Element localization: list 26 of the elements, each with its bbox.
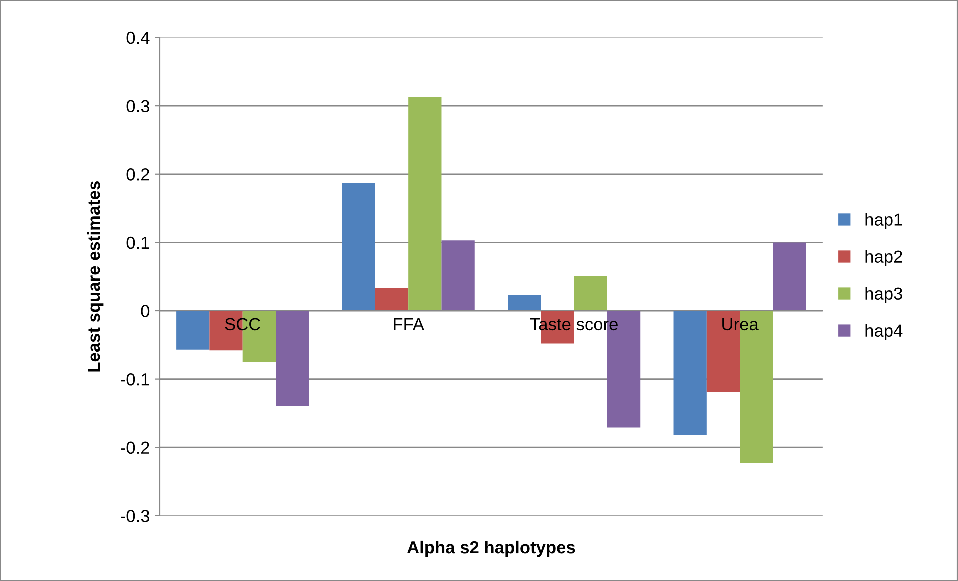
y-tick-label: -0.2: [121, 442, 150, 454]
legend-label: hap1: [866, 213, 902, 230]
bar: [375, 288, 409, 311]
y-tick-label: 0.3: [126, 100, 150, 113]
bar: [574, 276, 608, 311]
bar: [442, 240, 475, 311]
x-tick-label: FFA: [394, 318, 424, 330]
y-tick-label: 0.1: [126, 236, 150, 250]
bar: [773, 242, 806, 311]
x-tick-label: SCC: [225, 318, 261, 331]
bar: [508, 295, 542, 311]
legend-label: hap4: [866, 324, 903, 340]
y-tick-label: 0.2: [126, 168, 150, 181]
legend-label: hap2: [866, 250, 902, 266]
bar: [176, 311, 210, 350]
bar: [342, 183, 376, 311]
bar: [408, 97, 442, 311]
y-axis-title: Least square estimates: [88, 182, 104, 372]
x-axis-title: Alpha s2 haplotypes: [407, 540, 576, 558]
y-tick-label: 0: [141, 305, 150, 318]
bar: [674, 311, 707, 436]
y-tick-label: 0.4: [126, 32, 150, 44]
y-tick-label: -0.1: [121, 373, 150, 386]
bar: [276, 311, 310, 406]
legend-label: hap3: [866, 287, 902, 304]
y-tick-label: -0.3: [121, 510, 150, 522]
